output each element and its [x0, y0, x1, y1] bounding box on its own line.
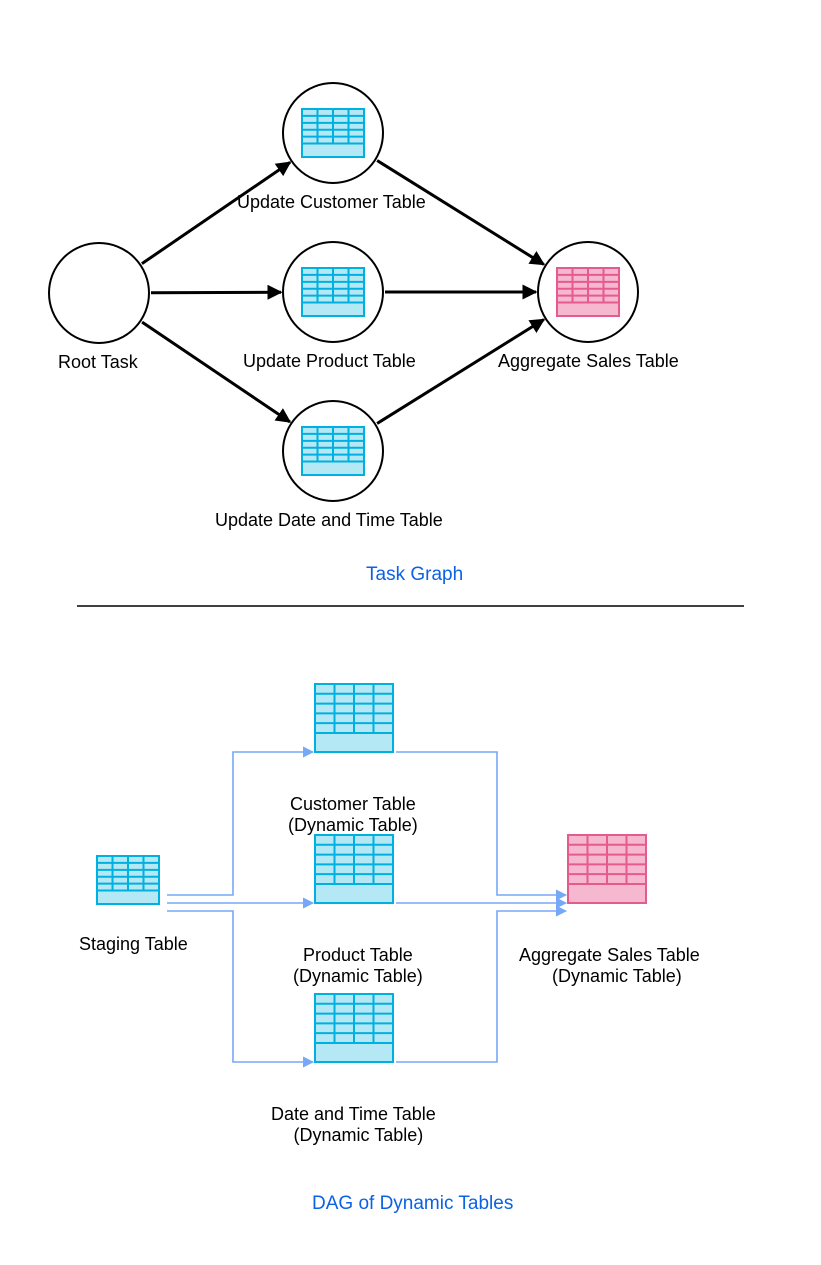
- task-node-label-aggregate: Aggregate Sales Table: [498, 351, 679, 372]
- dag-node-label-customer: Customer Table (Dynamic Table): [288, 794, 418, 836]
- dag-node-product: [315, 835, 393, 903]
- dag-edge: [396, 752, 566, 895]
- dag-node-customer: [315, 684, 393, 752]
- dag-title: DAG of Dynamic Tables: [312, 1193, 513, 1215]
- dag-node-label-aggregate: Aggregate Sales Table (Dynamic Table): [519, 945, 700, 987]
- dag-edge: [167, 911, 313, 1062]
- dag-node-label-staging: Staging Table: [79, 934, 188, 955]
- diagram-canvas: Root Task Update Customer Table Update Pro…: [0, 0, 821, 1265]
- task-graph-title: Task Graph: [366, 564, 463, 586]
- task-node-label-root: Root Task: [58, 352, 138, 373]
- task-node-root: [49, 243, 149, 343]
- dag-node-aggregate: [568, 835, 646, 903]
- task-edge: [142, 322, 290, 422]
- table-icon: [302, 268, 364, 316]
- dag-node-label-product: Product Table (Dynamic Table): [293, 945, 423, 987]
- table-icon: [302, 109, 364, 157]
- task-node-label-customer: Update Customer Table: [237, 192, 426, 213]
- dag-node-datetime: [315, 994, 393, 1062]
- dag-node-staging: [97, 856, 159, 904]
- table-icon: [302, 427, 364, 475]
- task-edge: [142, 162, 290, 263]
- task-edge: [151, 292, 281, 293]
- table-icon: [557, 268, 619, 316]
- dag-node-label-datetime: Date and Time Table (Dynamic Table): [271, 1104, 436, 1146]
- task-node-label-datetime: Update Date and Time Table: [215, 510, 443, 531]
- task-node-label-product: Update Product Table: [243, 351, 416, 372]
